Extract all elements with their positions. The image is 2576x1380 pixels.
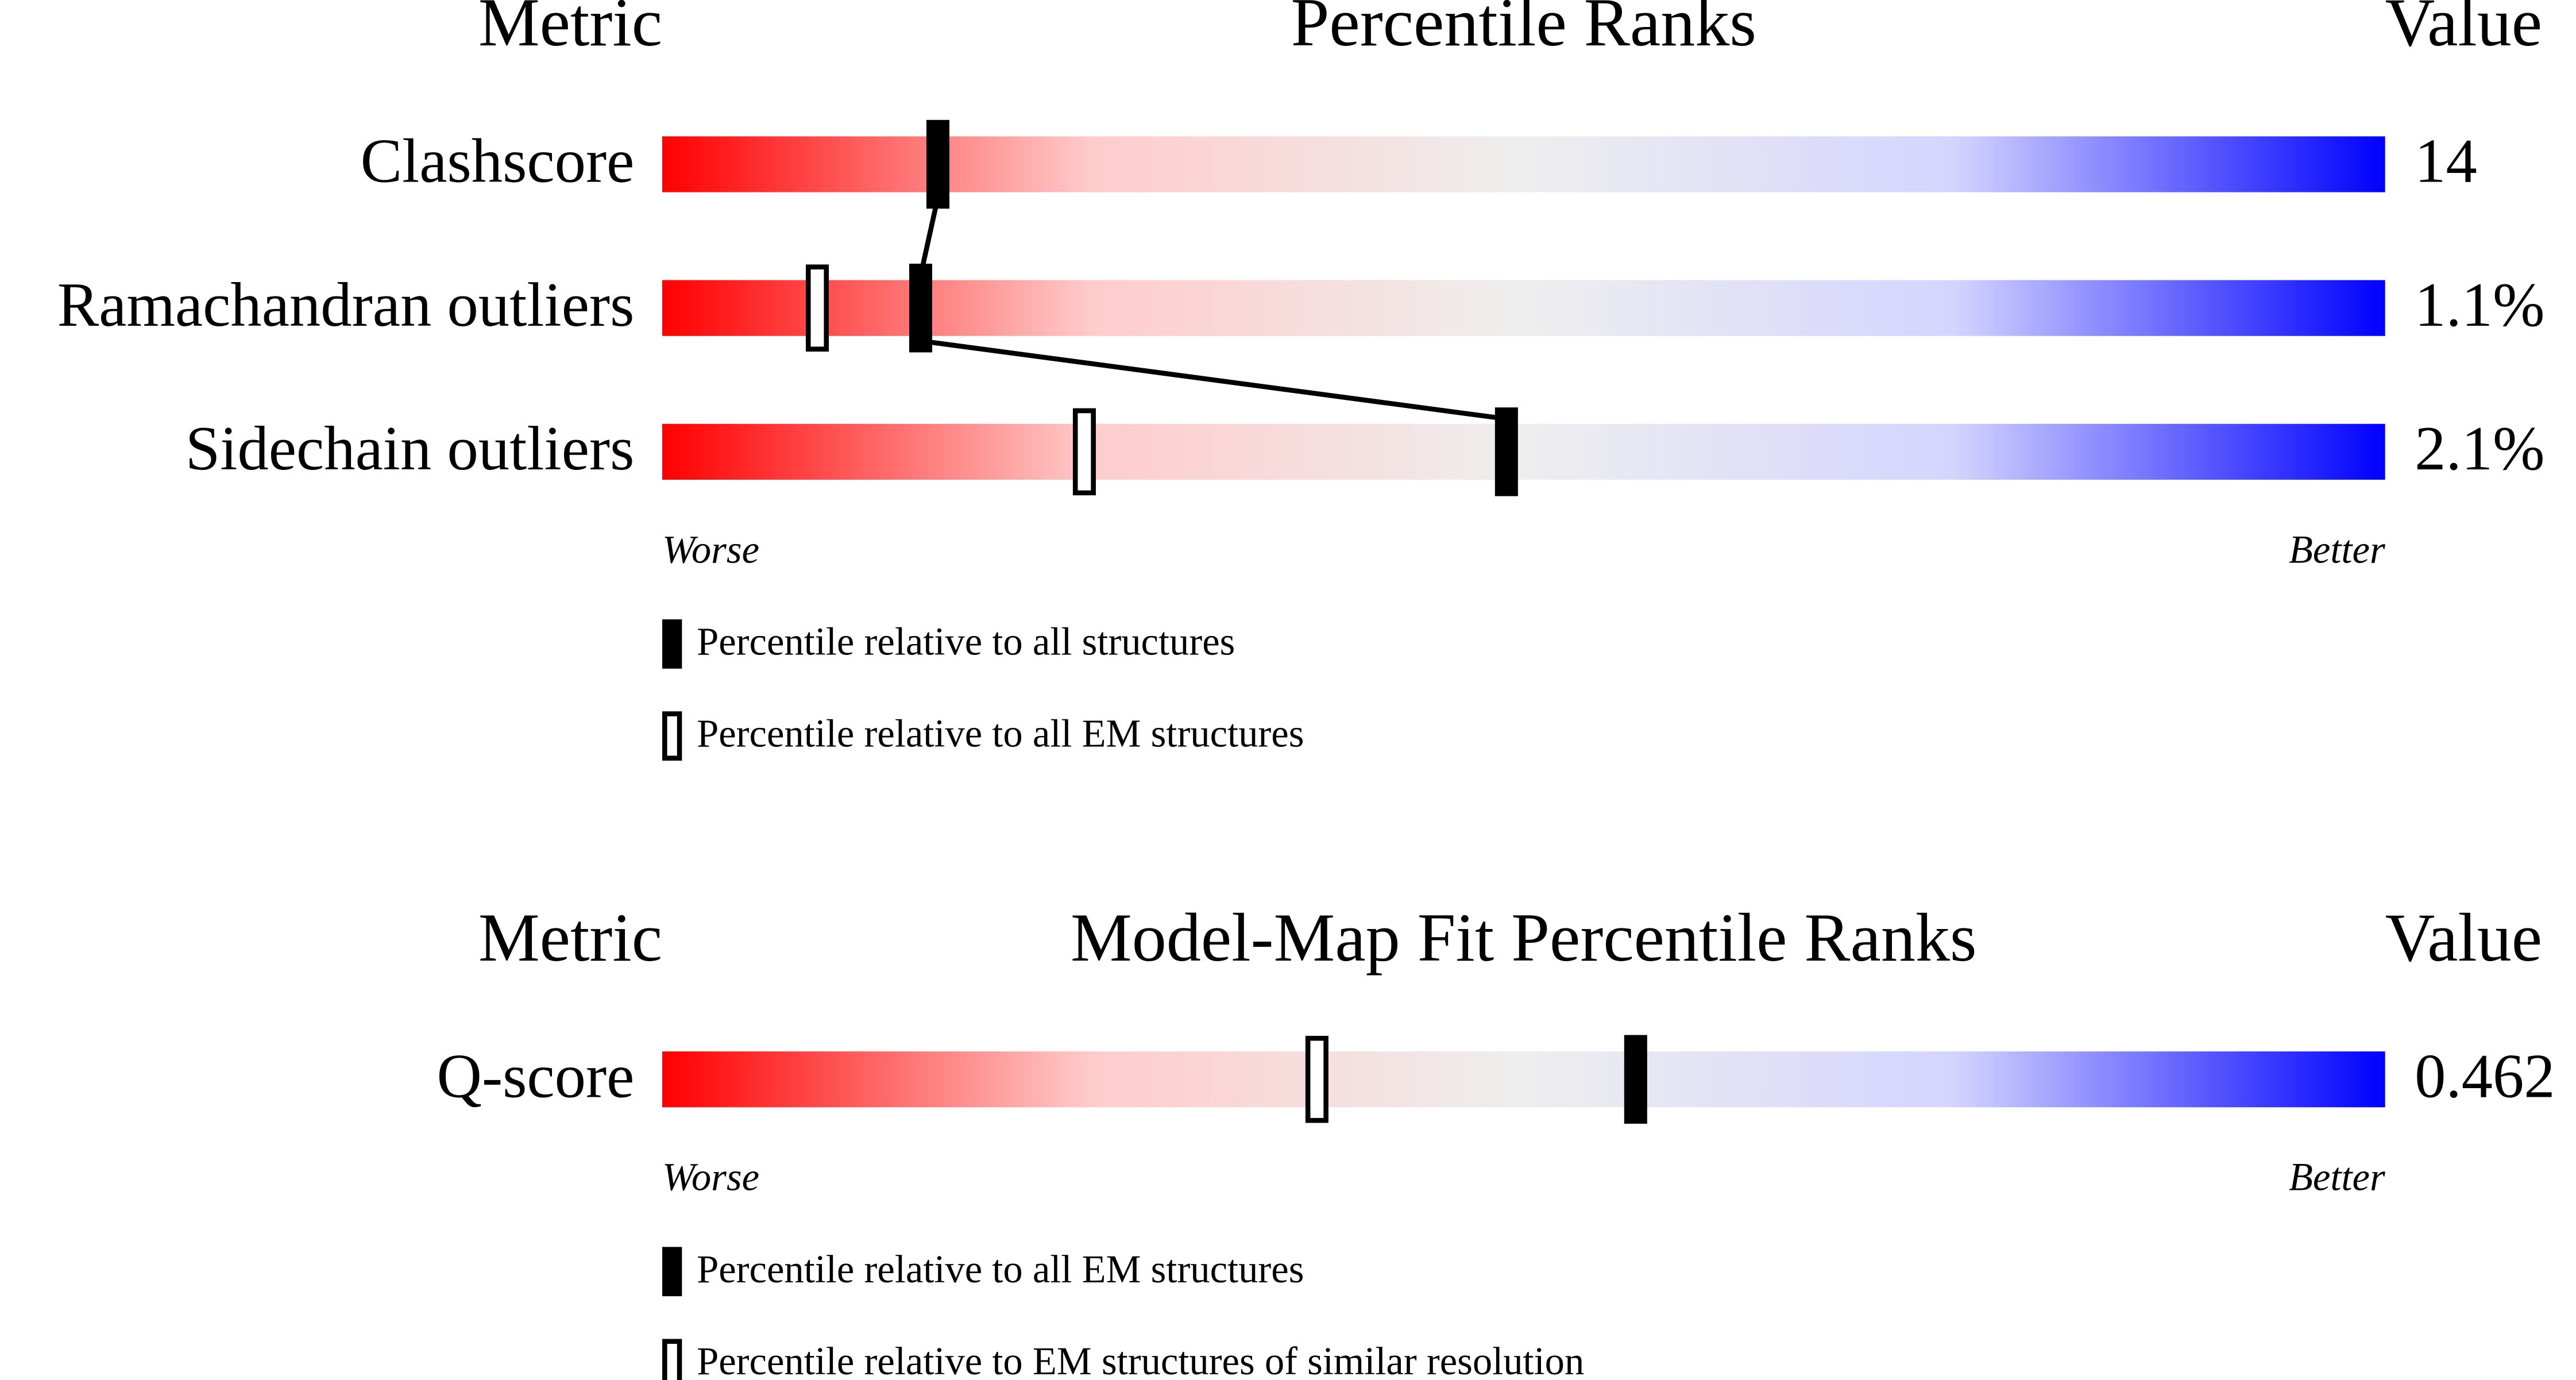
legend-label: Percentile relative to all EM structures bbox=[697, 712, 1304, 755]
legend-filled-marker bbox=[662, 619, 682, 669]
gradient-bar bbox=[662, 423, 2385, 480]
legend-open-marker bbox=[662, 711, 682, 761]
legend-label: Percentile relative to EM structures of … bbox=[697, 1339, 1584, 1380]
filled-marker bbox=[909, 263, 932, 353]
legend-label: Percentile relative to all structures bbox=[697, 620, 1235, 664]
better-label: Better bbox=[2289, 527, 2385, 571]
connector bbox=[918, 196, 941, 276]
legend-filled-marker bbox=[662, 1247, 682, 1297]
metric-label: Q-score bbox=[437, 1041, 635, 1111]
open-marker bbox=[1072, 408, 1096, 496]
better-label: Better bbox=[2289, 1155, 2385, 1199]
gradient-bar bbox=[662, 136, 2385, 192]
metric-value: 0.462 bbox=[2415, 1041, 2555, 1111]
worse-label: Worse bbox=[662, 527, 759, 571]
legend-label: Percentile relative to all EM structures bbox=[697, 1247, 1304, 1291]
metric-label: Sidechain outliers bbox=[186, 414, 635, 483]
gradient-bar bbox=[662, 280, 2385, 336]
worse-label: Worse bbox=[662, 1155, 759, 1199]
header-value: Value bbox=[2385, 0, 2542, 60]
open-marker bbox=[805, 264, 829, 352]
connector bbox=[920, 338, 1507, 422]
metric-value: 2.1% bbox=[2415, 414, 2544, 483]
metric-value: 1.1% bbox=[2415, 270, 2544, 340]
open-marker bbox=[1305, 1035, 1328, 1123]
legend-open-marker bbox=[662, 1339, 682, 1380]
filled-marker bbox=[926, 120, 949, 209]
header-title: Percentile Ranks bbox=[1291, 0, 1756, 60]
metric-value: 14 bbox=[2415, 126, 2477, 196]
filled-marker bbox=[1494, 407, 1518, 496]
header-metric: Metric bbox=[478, 0, 662, 60]
header-metric: Metric bbox=[478, 899, 662, 976]
gradient-bar bbox=[662, 1051, 2385, 1108]
metric-label: Ramachandran outliers bbox=[57, 270, 635, 340]
metric-label: Clashscore bbox=[361, 126, 635, 196]
header-title: Model-Map Fit Percentile Ranks bbox=[1071, 899, 1977, 976]
filled-marker bbox=[1624, 1035, 1647, 1124]
header-value: Value bbox=[2385, 899, 2542, 976]
